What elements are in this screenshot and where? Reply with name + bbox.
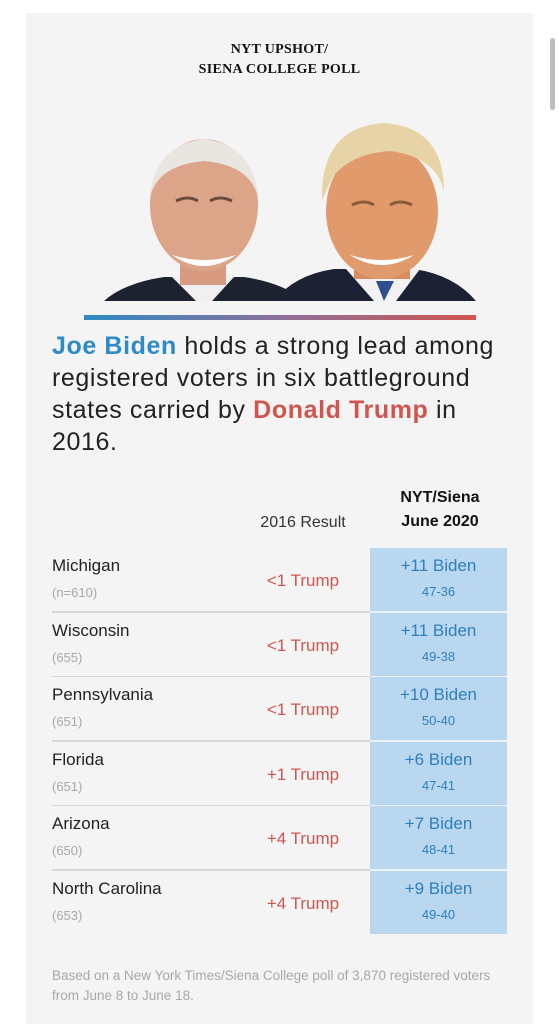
scrollbar[interactable] (550, 38, 555, 110)
headline-text-1: holds a strong lead among registered vot… (52, 332, 495, 424)
poll-card: NYT UPSHOT/ SIENA COLLEGE POLL (26, 13, 533, 1024)
result-2016: <1 Trump (266, 571, 340, 590)
result-2016: <1 Trump (266, 635, 340, 655)
trump-portrait (274, 123, 476, 301)
result-2016: +4 Trump (266, 893, 340, 913)
poll-margin: +10 Biden (399, 685, 478, 704)
row-divider (52, 675, 370, 677)
nyt-cell: +11 Biden 49-38 (370, 612, 507, 676)
table-row: Arizona (650) +4 Trump +7 Biden 48-41 (26, 806, 533, 871)
table-row: Wisconsin (655) <1 Trump +11 Biden 49-38 (26, 612, 533, 677)
results-table: Michigan (n=610) <1 Trump +11 Biden 47-3… (26, 548, 533, 935)
state-name: Michigan (52, 556, 121, 575)
sample-size: (651) (52, 778, 83, 794)
sample-size: (n=610) (52, 585, 98, 600)
row-divider (52, 869, 370, 871)
poll-margin: +6 Biden (404, 749, 473, 769)
result-2016: <1 Trump (266, 700, 340, 719)
nyt-cell: +7 Biden 48-41 (370, 806, 507, 869)
headline: Joe Biden holds a strong lead among regi… (52, 330, 512, 458)
state-name: Pennsylvania (52, 685, 154, 704)
row-divider (370, 804, 507, 806)
color-bar (84, 315, 476, 320)
state-name: Florida (52, 749, 104, 769)
poll-score: 47-36 (421, 584, 456, 599)
poll-margin: +7 Biden (404, 814, 473, 833)
poll-score: 50-40 (421, 713, 456, 728)
nyt-cell: +9 Biden 49-40 (370, 870, 507, 934)
poll-score: 49-40 (421, 906, 456, 922)
table-row: Pennsylvania (651) <1 Trump +10 Biden 50… (26, 677, 533, 742)
table-row: Florida (651) +1 Trump +6 Biden 47-41 (26, 741, 533, 806)
row-divider (52, 611, 370, 613)
state-name: North Carolina (52, 878, 162, 898)
row-divider (370, 611, 507, 613)
headline-trump: Donald Trump (253, 396, 429, 424)
poll-score: 48-41 (421, 842, 456, 857)
column-header-nyt: NYT/Siena June 2020 (372, 486, 508, 534)
poll-margin: +11 Biden (400, 556, 477, 575)
kicker-line-1: NYT UPSHOT/ (230, 42, 329, 57)
nyt-cell: +11 Biden 47-36 (370, 548, 507, 611)
row-divider (52, 740, 370, 742)
sample-size: (653) (52, 907, 83, 923)
biden-portrait (104, 139, 304, 301)
column-header-nyt-line-1: NYT/Siena (400, 489, 480, 506)
column-header-nyt-line-2: June 2020 (401, 513, 479, 530)
headline-text-2: in 2016. (52, 396, 457, 456)
footnote: Based on a New York Times/Siena College … (52, 968, 491, 1003)
result-2016: +4 Trump (266, 829, 340, 848)
result-2016: +1 Trump (266, 764, 340, 784)
state-name: Arizona (52, 814, 110, 833)
table-row: North Carolina (653) +4 Trump +9 Biden 4… (26, 870, 533, 936)
state-name: Wisconsin (52, 620, 130, 640)
poll-margin: +11 Biden (400, 620, 477, 640)
headline-biden: Joe Biden (52, 332, 177, 360)
sample-size: (651) (52, 714, 83, 729)
row-divider (370, 869, 507, 871)
row-divider (52, 804, 370, 806)
poll-score: 49-38 (421, 648, 456, 664)
poll-score: 47-41 (421, 777, 456, 793)
row-divider (370, 740, 507, 742)
table-row: Michigan (n=610) <1 Trump +11 Biden 47-3… (26, 548, 533, 613)
poll-margin: +9 Biden (404, 878, 473, 898)
kicker-line-2: SIENA COLLEGE POLL (198, 62, 361, 77)
row-divider (370, 675, 507, 677)
sample-size: (655) (52, 649, 83, 665)
sample-size: (650) (52, 843, 83, 858)
kicker: NYT UPSHOT/ SIENA COLLEGE POLL (26, 40, 533, 80)
candidate-portraits (84, 123, 476, 320)
column-header-2016: 2016 Result (260, 514, 346, 531)
nyt-cell: +6 Biden 47-41 (370, 741, 507, 805)
nyt-cell: +10 Biden 50-40 (370, 677, 507, 740)
